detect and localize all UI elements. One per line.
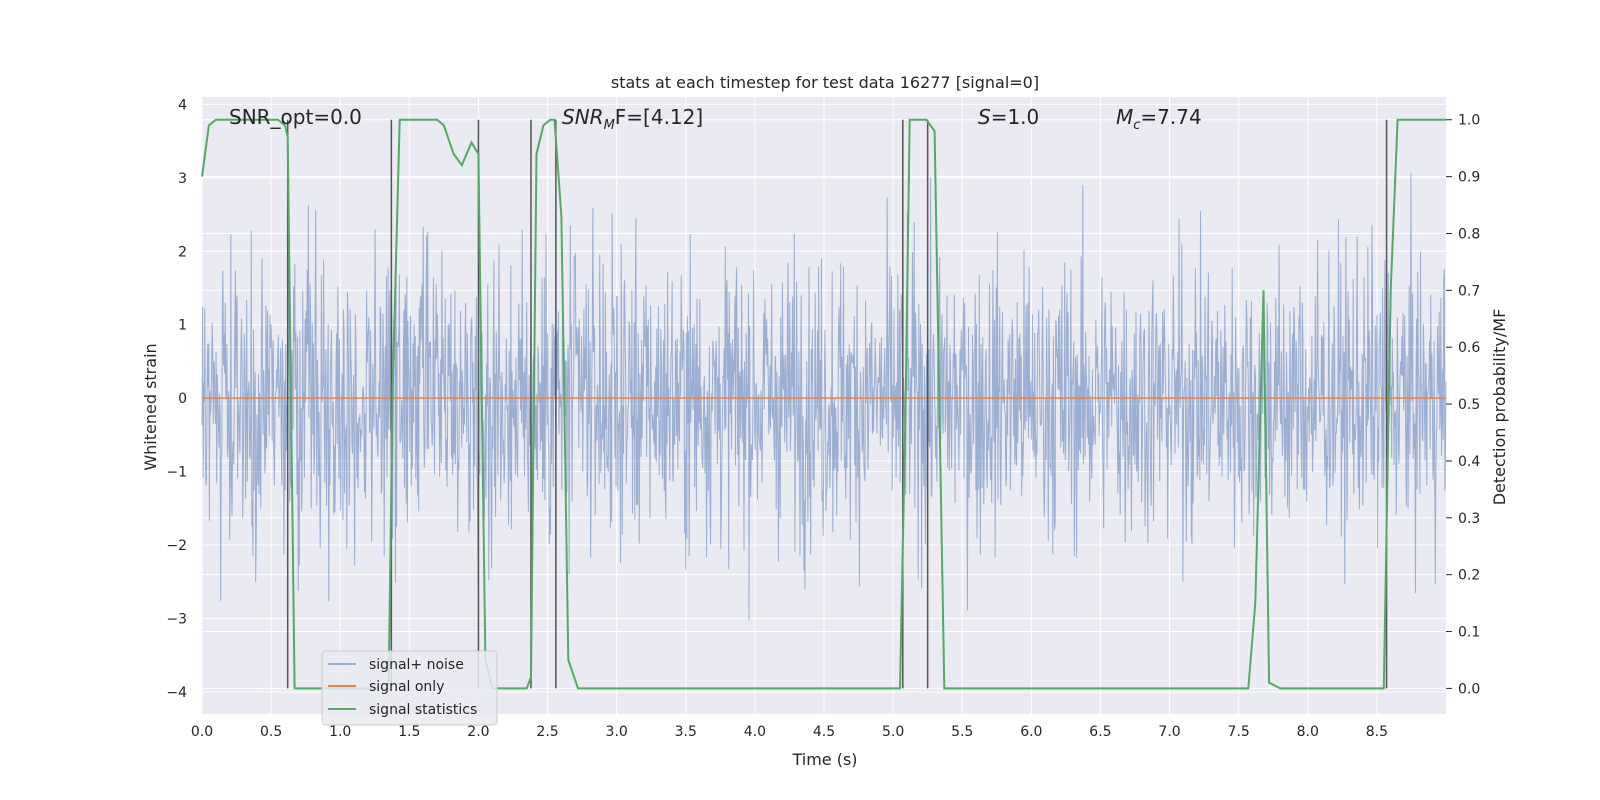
y2-tick-label: 0.3 — [1458, 511, 1480, 527]
x-tick-label: 2.5 — [536, 724, 558, 740]
y2-axis-ticks: 0.0 0.1 0.2 0.3 0.4 0.5 0.6 0.7 0.8 0.9 1.0 — [1446, 113, 1480, 697]
x-tick-label: 6.5 — [1089, 724, 1111, 740]
x-tick-label: 4.5 — [813, 724, 835, 740]
x-tick-label: 3.5 — [675, 724, 697, 740]
y-tick-label: −2 — [166, 538, 187, 554]
y2-tick-label: 0.4 — [1458, 454, 1480, 470]
y-tick-label: 4 — [178, 97, 187, 113]
snr-mf-label: SNR — [562, 105, 604, 129]
legend-label-signal-only: signal only — [369, 679, 444, 695]
y-tick-label: −1 — [166, 465, 187, 481]
y2-tick-label: 0.0 — [1458, 681, 1480, 697]
noise-line — [201, 172, 1447, 621]
y-tick-label: −4 — [166, 685, 187, 701]
y-tick-label: 3 — [178, 171, 187, 187]
signal-noise-series — [201, 172, 1447, 621]
x-tick-label: 1.0 — [329, 724, 351, 740]
legend-box — [321, 650, 498, 726]
y2-tick-label: 1.0 — [1458, 113, 1480, 129]
x-tick-label: 0.5 — [260, 724, 282, 740]
y-axis-label: Whitened strain — [141, 343, 160, 470]
mc-label: M — [1116, 105, 1133, 129]
s-label: S — [978, 105, 991, 129]
y2-axis-label: Detection probability/MF — [1490, 309, 1509, 506]
legend-label-statistics: signal statistics — [369, 702, 477, 718]
x-axis-label: Time (s) — [791, 750, 857, 769]
x-tick-label: 3.0 — [606, 724, 628, 740]
y2-tick-label: 0.7 — [1458, 283, 1480, 299]
mc-value: =7.74 — [1140, 105, 1201, 129]
y-tick-label: 0 — [178, 391, 187, 407]
x-tick-label: 2.0 — [467, 724, 489, 740]
mc-subscript: c — [1133, 118, 1140, 133]
x-tick-label: 5.5 — [951, 724, 973, 740]
y2-tick-label: 0.9 — [1458, 170, 1480, 186]
signal-statistics-series — [201, 118, 1446, 690]
x-axis-ticks: 0.0 0.5 1.0 1.5 2.0 2.5 3.0 3.5 4.0 4.5 5.0 5.5 6.0 6… — [191, 724, 1388, 740]
y-tick-label: −3 — [166, 612, 187, 628]
statistics-line — [201, 118, 1446, 690]
x-tick-label: 5.0 — [882, 724, 904, 740]
y2-tick-label: 0.1 — [1458, 625, 1480, 641]
snr-mf-value: F=[4.12] — [615, 105, 703, 129]
x-tick-label: 1.5 — [398, 724, 420, 740]
annotation-snr-mf: SNRMF=[4.12] — [562, 105, 703, 133]
y2-tick-label: 0.5 — [1458, 397, 1480, 413]
x-tick-label: 8.0 — [1297, 724, 1319, 740]
y-tick-label: 1 — [178, 318, 187, 334]
annotation-mc: Mc=7.74 — [1116, 105, 1202, 133]
y2-tick-label: 0.8 — [1458, 226, 1480, 242]
x-tick-label: 6.0 — [1020, 724, 1042, 740]
x-tick-label: 7.0 — [1158, 724, 1180, 740]
y2-tick-label: 0.6 — [1458, 340, 1480, 356]
legend: signal+ noise signal only signal statist… — [321, 650, 498, 726]
vertical-markers — [286, 119, 1388, 689]
x-tick-label: 0.0 — [191, 724, 213, 740]
x-tick-label: 7.5 — [1228, 724, 1250, 740]
x-tick-label: 8.5 — [1366, 724, 1388, 740]
y-tick-label: 2 — [178, 244, 187, 260]
annotation-s: S=1.0 — [978, 105, 1039, 129]
x-tick-label: 4.0 — [744, 724, 766, 740]
y-axis-ticks: −4 −3 −2 −1 0 1 2 3 4 — [166, 97, 187, 701]
y2-tick-label: 0.2 — [1458, 568, 1480, 584]
annotation-snr-opt: SNR_opt=0.0 — [229, 105, 362, 129]
s-value: =1.0 — [991, 105, 1040, 129]
legend-label-noise: signal+ noise — [369, 657, 464, 673]
chart-title: stats at each timestep for test data 162… — [611, 73, 1039, 92]
snr-mf-subscript: M — [604, 118, 615, 133]
